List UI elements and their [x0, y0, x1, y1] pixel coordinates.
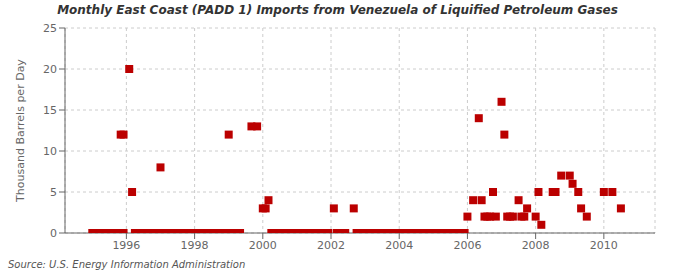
svg-text:2002: 2002 [317, 239, 345, 252]
svg-text:2006: 2006 [453, 239, 481, 252]
svg-text:2008: 2008 [522, 239, 550, 252]
svg-text:15: 15 [43, 104, 57, 117]
svg-text:5: 5 [50, 186, 57, 199]
svg-text:0: 0 [50, 227, 57, 240]
html-text:Source: U.S. Energy Informatio: Source: U.S. Energy Information Administ… [8, 259, 246, 270]
svg-text:1998: 1998 [181, 239, 209, 252]
svg-text:10: 10 [43, 145, 57, 158]
svg-text:1996: 1996 [112, 239, 140, 252]
svg-text:25: 25 [43, 22, 57, 35]
html-text:Monthly East Coast (PADD 1) Im: Monthly East Coast (PADD 1) Imports from… [57, 3, 618, 17]
svg-text:Thousand Barrels per Day: Thousand Barrels per Day [14, 59, 27, 203]
svg-text:2010: 2010 [590, 239, 618, 252]
svg-text:2000: 2000 [249, 239, 277, 252]
svg-text:20: 20 [43, 63, 57, 76]
svg-text:2004: 2004 [385, 239, 413, 252]
